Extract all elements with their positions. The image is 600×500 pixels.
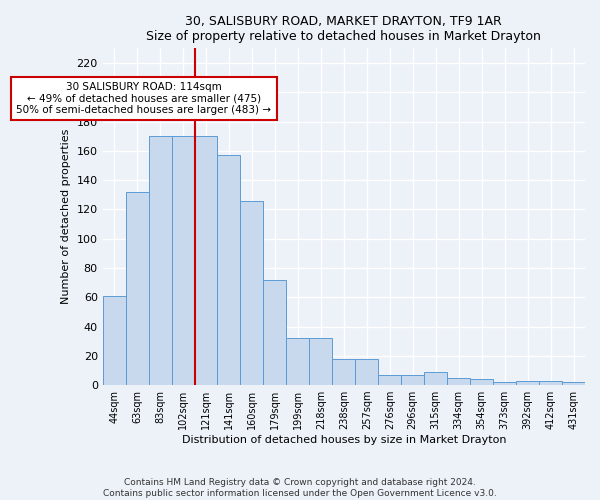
Bar xyxy=(149,136,172,385)
Bar xyxy=(103,296,125,385)
Bar xyxy=(125,192,149,385)
Bar xyxy=(378,375,401,385)
Bar xyxy=(263,280,286,385)
Text: Contains HM Land Registry data © Crown copyright and database right 2024.
Contai: Contains HM Land Registry data © Crown c… xyxy=(103,478,497,498)
Bar xyxy=(286,338,310,385)
Bar xyxy=(470,379,493,385)
Bar xyxy=(424,372,447,385)
Bar xyxy=(217,155,241,385)
Bar xyxy=(194,136,217,385)
Bar xyxy=(493,382,516,385)
Bar xyxy=(447,378,470,385)
X-axis label: Distribution of detached houses by size in Market Drayton: Distribution of detached houses by size … xyxy=(182,435,506,445)
Bar xyxy=(332,358,355,385)
Y-axis label: Number of detached properties: Number of detached properties xyxy=(61,129,71,304)
Bar xyxy=(539,380,562,385)
Bar xyxy=(241,200,263,385)
Bar xyxy=(310,338,332,385)
Bar xyxy=(516,380,539,385)
Bar xyxy=(401,375,424,385)
Bar xyxy=(172,136,194,385)
Bar xyxy=(355,358,378,385)
Title: 30, SALISBURY ROAD, MARKET DRAYTON, TF9 1AR
Size of property relative to detache: 30, SALISBURY ROAD, MARKET DRAYTON, TF9 … xyxy=(146,15,541,43)
Text: 30 SALISBURY ROAD: 114sqm
← 49% of detached houses are smaller (475)
50% of semi: 30 SALISBURY ROAD: 114sqm ← 49% of detac… xyxy=(16,82,271,115)
Bar xyxy=(562,382,585,385)
